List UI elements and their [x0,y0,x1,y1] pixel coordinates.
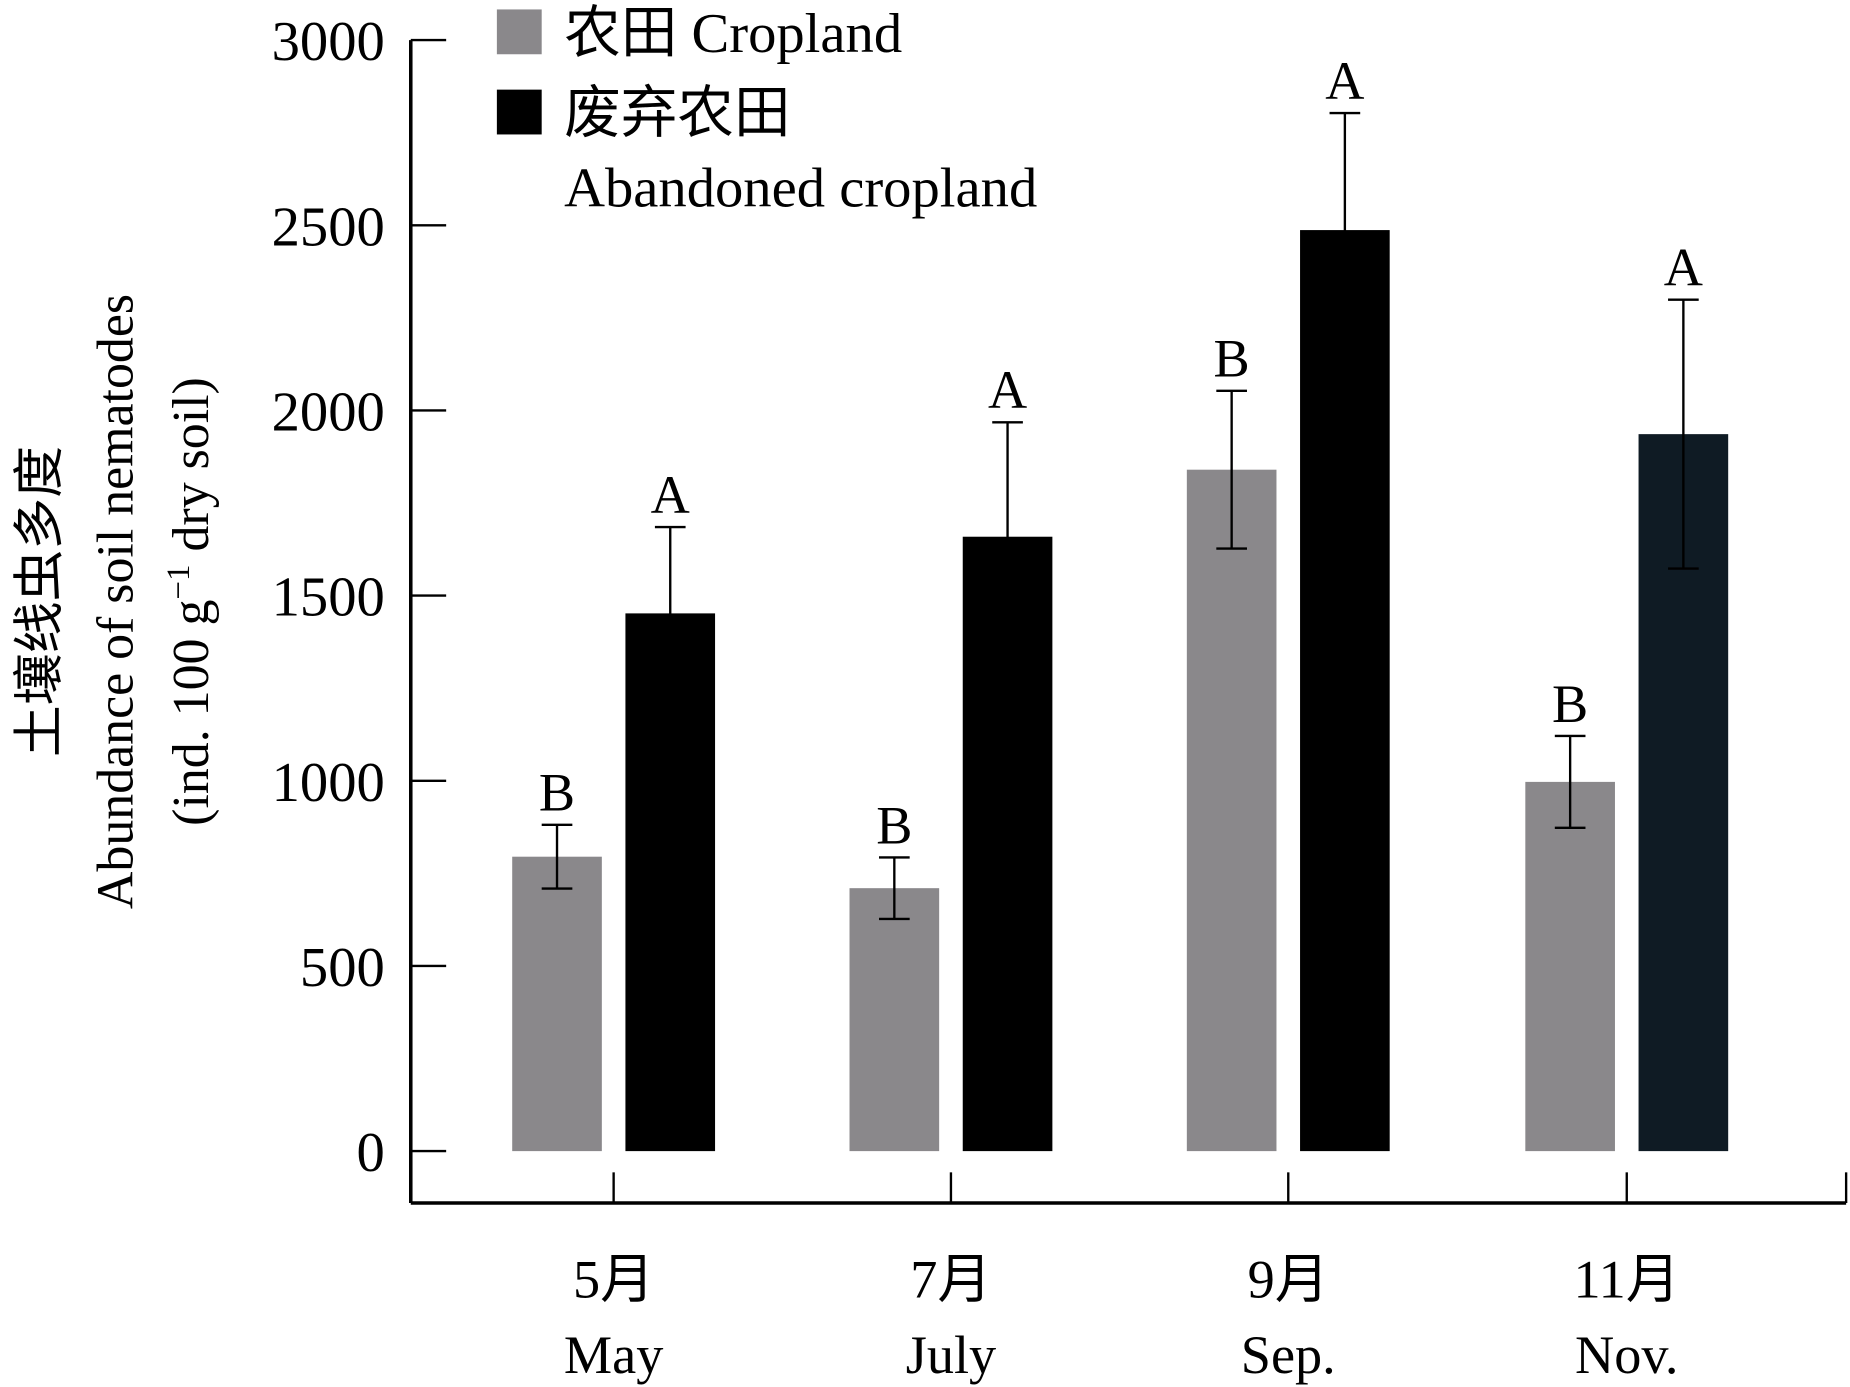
y-tick-label: 1000 [272,752,385,814]
significance-letter: A [651,465,690,525]
bar-cropland [512,856,602,1152]
significance-letter: A [1664,238,1703,298]
x-tick-label-cn: 11月 [1574,1249,1681,1309]
legend-swatch-abandoned [496,89,542,135]
significance-letter: A [1325,51,1364,111]
x-tick-label-cn: 5月 [573,1249,654,1309]
y-axis-label-unit: (ind. 100 g−1 dry soil) [161,377,220,826]
significance-letter: B [1214,329,1250,389]
y-axis-label-cn: 土壤线虫多度 [12,446,69,757]
bar-cropland [1525,781,1615,1152]
legend-label-abandoned-cn: 废弃农田 [564,83,790,145]
x-tick-label-en: May [564,1325,663,1385]
x-tick-label-en: July [906,1325,996,1385]
y-tick-label: 500 [300,937,385,999]
y-tick-label: 3000 [272,11,385,73]
x-tick-label-cn: 7月 [910,1249,991,1309]
significance-letter: B [876,795,912,855]
significance-letter: A [988,360,1027,420]
significance-letter: B [539,763,575,823]
bar-cropland [1186,469,1277,1152]
bar-abandoned [625,613,716,1152]
bar-cropland [849,888,940,1152]
y-tick-label: 2500 [272,196,385,258]
y-tick-label: 1500 [272,567,385,629]
x-tick-label-en: Sep. [1241,1325,1336,1385]
significance-letter: B [1552,674,1588,734]
y-tick-label: 0 [357,1122,385,1184]
x-tick-label-cn: 9月 [1248,1249,1329,1309]
x-tick-label-en: Nov. [1575,1325,1678,1385]
y-tick-label: 2000 [272,381,385,443]
legend-label-abandoned-en: Abandoned cropland [564,157,1037,219]
bar-abandoned [1300,230,1390,1152]
y-axis-label-en: Abundance of soil nematodes [87,294,144,909]
legend-swatch-cropland [496,9,542,55]
legend-label-cropland: 农田 Cropland [564,3,902,65]
